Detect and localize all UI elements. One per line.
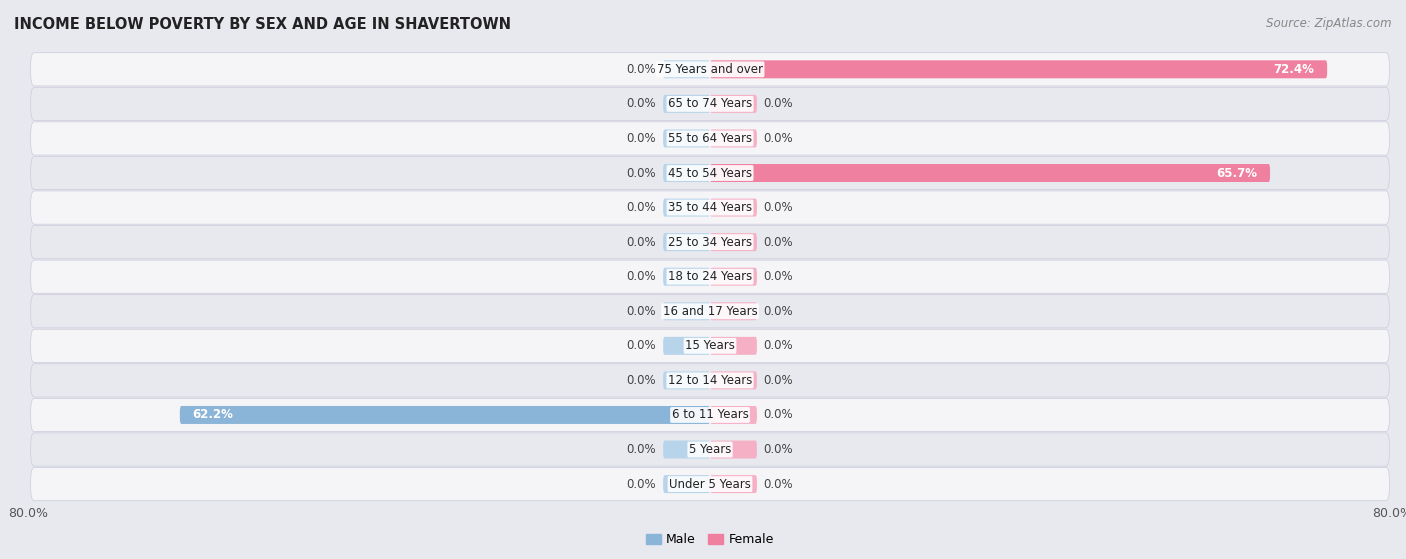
Text: 62.2%: 62.2% bbox=[193, 409, 233, 421]
Text: 0.0%: 0.0% bbox=[627, 97, 657, 110]
FancyBboxPatch shape bbox=[710, 268, 756, 286]
FancyBboxPatch shape bbox=[31, 399, 1389, 432]
Text: 45 to 54 Years: 45 to 54 Years bbox=[668, 167, 752, 179]
FancyBboxPatch shape bbox=[664, 440, 710, 458]
Text: 72.4%: 72.4% bbox=[1274, 63, 1315, 76]
Text: 0.0%: 0.0% bbox=[763, 374, 793, 387]
Text: 0.0%: 0.0% bbox=[627, 339, 657, 352]
Text: 15 Years: 15 Years bbox=[685, 339, 735, 352]
Text: INCOME BELOW POVERTY BY SEX AND AGE IN SHAVERTOWN: INCOME BELOW POVERTY BY SEX AND AGE IN S… bbox=[14, 17, 510, 32]
Text: 0.0%: 0.0% bbox=[627, 236, 657, 249]
Text: 0.0%: 0.0% bbox=[763, 270, 793, 283]
Text: 75 Years and over: 75 Years and over bbox=[657, 63, 763, 76]
FancyBboxPatch shape bbox=[31, 53, 1389, 86]
Text: 0.0%: 0.0% bbox=[763, 339, 793, 352]
Text: 35 to 44 Years: 35 to 44 Years bbox=[668, 201, 752, 214]
FancyBboxPatch shape bbox=[710, 440, 756, 458]
Text: 0.0%: 0.0% bbox=[627, 201, 657, 214]
Text: 12 to 14 Years: 12 to 14 Years bbox=[668, 374, 752, 387]
Text: 0.0%: 0.0% bbox=[627, 374, 657, 387]
FancyBboxPatch shape bbox=[710, 371, 756, 390]
Text: 18 to 24 Years: 18 to 24 Years bbox=[668, 270, 752, 283]
Text: 0.0%: 0.0% bbox=[763, 477, 793, 491]
FancyBboxPatch shape bbox=[710, 337, 756, 355]
FancyBboxPatch shape bbox=[664, 164, 710, 182]
Text: 0.0%: 0.0% bbox=[627, 132, 657, 145]
FancyBboxPatch shape bbox=[31, 364, 1389, 397]
Text: 25 to 34 Years: 25 to 34 Years bbox=[668, 236, 752, 249]
FancyBboxPatch shape bbox=[664, 268, 710, 286]
FancyBboxPatch shape bbox=[664, 337, 710, 355]
FancyBboxPatch shape bbox=[664, 371, 710, 390]
Text: 16 and 17 Years: 16 and 17 Years bbox=[662, 305, 758, 318]
Text: 0.0%: 0.0% bbox=[763, 236, 793, 249]
FancyBboxPatch shape bbox=[710, 233, 756, 251]
FancyBboxPatch shape bbox=[710, 95, 756, 113]
Text: 0.0%: 0.0% bbox=[763, 132, 793, 145]
FancyBboxPatch shape bbox=[710, 198, 756, 216]
Text: 65.7%: 65.7% bbox=[1216, 167, 1257, 179]
FancyBboxPatch shape bbox=[664, 302, 710, 320]
FancyBboxPatch shape bbox=[31, 260, 1389, 293]
Text: 0.0%: 0.0% bbox=[627, 477, 657, 491]
Text: 0.0%: 0.0% bbox=[763, 409, 793, 421]
Text: Under 5 Years: Under 5 Years bbox=[669, 477, 751, 491]
FancyBboxPatch shape bbox=[710, 475, 756, 493]
FancyBboxPatch shape bbox=[710, 60, 1327, 78]
Text: 6 to 11 Years: 6 to 11 Years bbox=[672, 409, 748, 421]
FancyBboxPatch shape bbox=[710, 406, 756, 424]
FancyBboxPatch shape bbox=[664, 233, 710, 251]
FancyBboxPatch shape bbox=[31, 122, 1389, 155]
Text: 0.0%: 0.0% bbox=[627, 305, 657, 318]
Text: 55 to 64 Years: 55 to 64 Years bbox=[668, 132, 752, 145]
FancyBboxPatch shape bbox=[31, 467, 1389, 501]
Text: 0.0%: 0.0% bbox=[763, 305, 793, 318]
FancyBboxPatch shape bbox=[664, 60, 710, 78]
FancyBboxPatch shape bbox=[710, 130, 756, 148]
FancyBboxPatch shape bbox=[710, 302, 756, 320]
FancyBboxPatch shape bbox=[664, 95, 710, 113]
FancyBboxPatch shape bbox=[31, 191, 1389, 224]
Text: 0.0%: 0.0% bbox=[763, 97, 793, 110]
Text: 5 Years: 5 Years bbox=[689, 443, 731, 456]
FancyBboxPatch shape bbox=[710, 164, 1270, 182]
FancyBboxPatch shape bbox=[31, 433, 1389, 466]
FancyBboxPatch shape bbox=[31, 87, 1389, 121]
FancyBboxPatch shape bbox=[31, 295, 1389, 328]
FancyBboxPatch shape bbox=[664, 130, 710, 148]
FancyBboxPatch shape bbox=[31, 225, 1389, 259]
Text: Source: ZipAtlas.com: Source: ZipAtlas.com bbox=[1267, 17, 1392, 30]
Legend: Male, Female: Male, Female bbox=[641, 528, 779, 551]
Text: 0.0%: 0.0% bbox=[627, 443, 657, 456]
Text: 0.0%: 0.0% bbox=[627, 167, 657, 179]
Text: 0.0%: 0.0% bbox=[763, 201, 793, 214]
FancyBboxPatch shape bbox=[664, 475, 710, 493]
Text: 65 to 74 Years: 65 to 74 Years bbox=[668, 97, 752, 110]
FancyBboxPatch shape bbox=[664, 198, 710, 216]
FancyBboxPatch shape bbox=[180, 406, 710, 424]
FancyBboxPatch shape bbox=[31, 329, 1389, 362]
Text: 0.0%: 0.0% bbox=[627, 270, 657, 283]
Text: 0.0%: 0.0% bbox=[627, 63, 657, 76]
FancyBboxPatch shape bbox=[31, 157, 1389, 190]
Text: 0.0%: 0.0% bbox=[763, 443, 793, 456]
